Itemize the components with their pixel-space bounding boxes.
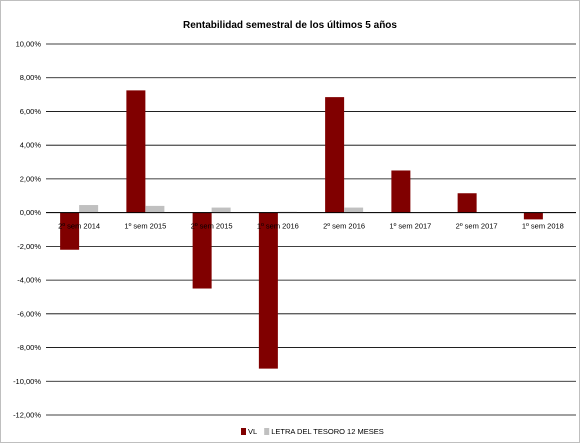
category-label: 1º sem 2017 bbox=[389, 222, 431, 231]
category-labels: 2º sem 2014 1º sem 2015 2º sem 2015 1º sem … bbox=[58, 222, 564, 231]
y-tick-label: -6,00% bbox=[17, 309, 41, 318]
bar-vl-1 bbox=[60, 212, 80, 250]
y-tick-label: 8,00% bbox=[20, 73, 42, 82]
category-label: 1º sem 2016 bbox=[257, 222, 299, 231]
legend: VL LETRA DEL TESORO 12 MESES bbox=[241, 427, 384, 436]
y-tick-label: 10,00% bbox=[16, 40, 42, 49]
bar-vl-6 bbox=[391, 170, 411, 213]
y-tick-label: 0,00% bbox=[20, 208, 42, 217]
bar-letra-2 bbox=[145, 205, 165, 213]
y-tick-label: -8,00% bbox=[17, 343, 41, 352]
bar-vl-3 bbox=[192, 212, 212, 289]
bar-vl-5 bbox=[325, 97, 345, 213]
bar-vl-7 bbox=[457, 193, 477, 213]
legend-label-vl: VL bbox=[248, 427, 257, 436]
y-tick-label: 6,00% bbox=[20, 107, 42, 116]
y-tick-label: 4,00% bbox=[20, 141, 42, 150]
y-tick-label: -10,00% bbox=[13, 377, 41, 386]
y-tick-label: 2,00% bbox=[20, 174, 42, 183]
category-label: 2º sem 2017 bbox=[456, 222, 498, 231]
bar-letra-3 bbox=[211, 207, 231, 213]
y-tick-label: -4,00% bbox=[17, 276, 41, 285]
bars bbox=[60, 90, 562, 369]
legend-swatch-vl bbox=[241, 428, 246, 435]
category-label: 2º sem 2015 bbox=[191, 222, 233, 231]
category-label: 1º sem 2015 bbox=[124, 222, 166, 231]
bar-letra-5 bbox=[344, 207, 364, 213]
bar-vl-2 bbox=[126, 90, 146, 213]
category-label: 1º sem 2018 bbox=[522, 222, 564, 231]
y-axis-tick-labels: 10,00% 8,00% 6,00% 4,00% 2,00% 0,00% -2,00% -4,… bbox=[13, 40, 41, 420]
legend-label-letra: LETRA DEL TESORO 12 MESES bbox=[271, 427, 384, 436]
y-tick-label: -2,00% bbox=[17, 242, 41, 251]
chart-title: Rentabilidad semestral de los últimos 5 … bbox=[183, 20, 397, 31]
bar-vl-8 bbox=[523, 212, 543, 220]
y-tick-label: -12,00% bbox=[13, 411, 41, 420]
bar-vl-4 bbox=[258, 212, 278, 369]
category-label: 2º sem 2016 bbox=[323, 222, 365, 231]
category-label: 2º sem 2014 bbox=[58, 222, 100, 231]
bar-letra-1 bbox=[79, 205, 99, 213]
legend-swatch-letra bbox=[264, 428, 270, 435]
